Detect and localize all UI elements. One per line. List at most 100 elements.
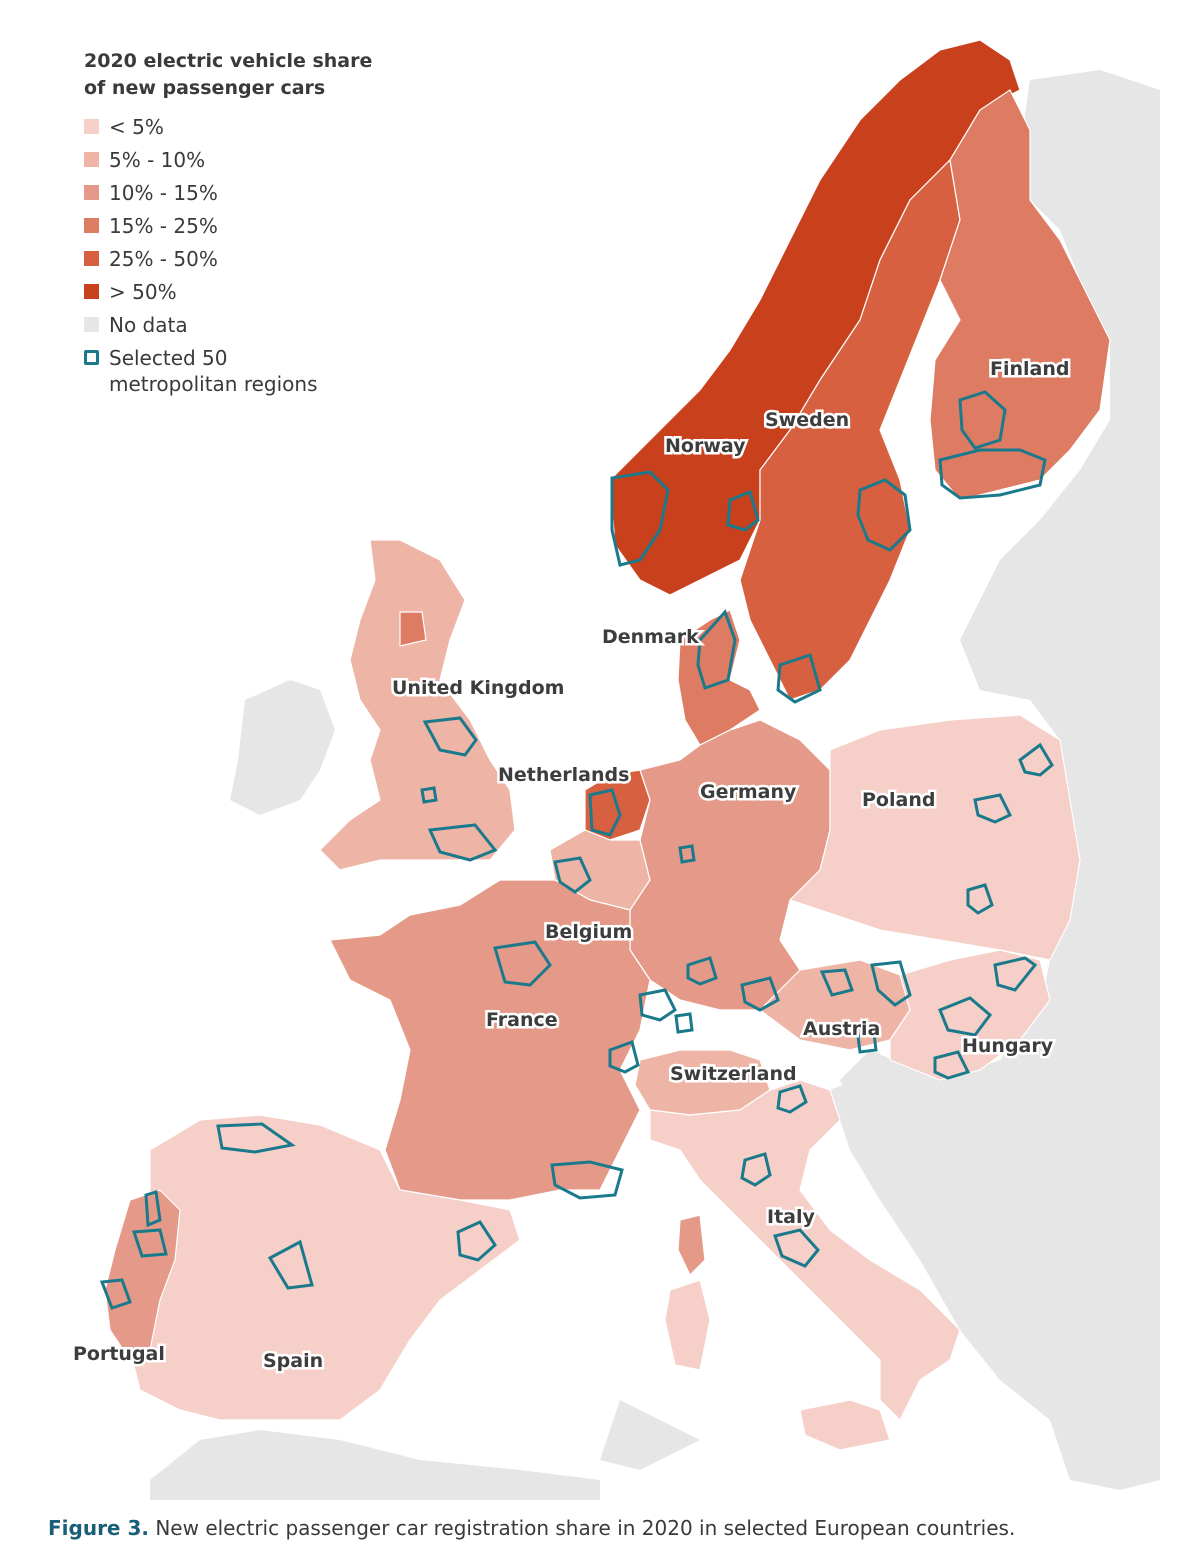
legend-item-lt5: < 5%	[84, 114, 444, 147]
metro-outline-barcelona	[456, 1220, 497, 1262]
country-label-hungary: Hungary	[962, 1035, 1054, 1057]
region-france	[329, 879, 651, 1201]
metro-outline-budapest	[938, 996, 993, 1037]
metro-outline-birmingham	[420, 786, 438, 804]
legend-item-metro-outline: Selected 50 metropolitan regions	[84, 345, 444, 397]
europe-map-svg: Finland Sweden Norway Denmark United Kin…	[71, 40, 1160, 1500]
country-label-italy: Italy	[767, 1206, 815, 1228]
legend-item-no-data: No data	[84, 312, 444, 345]
legend-item-label: 10% - 15%	[109, 181, 218, 205]
figure-caption: Figure 3. New electric passenger car reg…	[48, 1516, 1015, 1540]
metro-outline-lyon	[608, 1040, 640, 1074]
metro-outline-florence	[740, 1152, 772, 1187]
metro-outline-tampere	[958, 390, 1007, 450]
metro-outline-bergen	[610, 470, 670, 567]
legend-swatch	[84, 119, 99, 134]
region-sicily	[799, 1399, 891, 1451]
region-united-kingdom	[319, 539, 516, 871]
metro-outline-amsterdam	[588, 788, 622, 837]
metro-outline-marseille	[550, 1160, 624, 1200]
no-data-north-africa	[150, 1430, 600, 1500]
no-data-ireland	[230, 680, 335, 815]
metro-outline-milan	[776, 1084, 808, 1114]
metro-outline-berlin	[678, 844, 696, 864]
metro-outline-london	[427, 823, 498, 862]
no-data-balkans	[830, 1070, 1120, 1420]
metro-outline-malmo	[776, 653, 822, 704]
country-label-denmark: Denmark	[602, 626, 699, 648]
country-label-finland: Finland	[990, 358, 1069, 380]
legend-item-label: 15% - 25%	[109, 214, 218, 238]
legend-item-label: > 50%	[109, 280, 177, 304]
metro-outlines	[99, 390, 1054, 1310]
metro-outline-vienna	[870, 960, 912, 1007]
legend-swatch	[84, 218, 99, 233]
no-data-corsica-region	[600, 1400, 700, 1470]
region-scotland-highlight	[399, 611, 427, 647]
metro-outline-stuttgart	[674, 1012, 694, 1034]
figure-caption-prefix: Figure 3.	[48, 1516, 149, 1540]
country-label-united-kingdom: United Kingdom	[392, 677, 564, 699]
region-corsica	[677, 1214, 706, 1277]
metro-outline-nuremberg	[686, 956, 718, 986]
legend-swatch	[84, 317, 99, 332]
legend-item-10-15: 10% - 15%	[84, 180, 444, 213]
country-label-netherlands: Netherlands	[498, 764, 629, 786]
legend-item-label: 5% - 10%	[109, 148, 206, 172]
legend-item-25-50: 25% - 50%	[84, 246, 444, 279]
legend-item-label: No data	[109, 313, 188, 337]
legend-outline-swatch	[84, 350, 99, 365]
metro-outline-graz	[856, 1032, 878, 1054]
metro-outline-krakow	[966, 883, 994, 915]
metro-outline-coimbra	[131, 1228, 168, 1258]
country-label-sweden: Sweden	[765, 409, 849, 431]
europe-map: Finland Sweden Norway Denmark United Kin…	[71, 40, 1160, 1500]
legend-swatch	[84, 185, 99, 200]
legend-title: 2020 electric vehicle share of new passe…	[84, 50, 373, 99]
legend-item-5-10: 5% - 10%	[84, 147, 444, 180]
metro-outline-lisbon	[99, 1278, 132, 1310]
metro-outline-manchester	[422, 716, 478, 757]
legend-item-label: 25% - 50%	[109, 247, 218, 271]
region-poland	[788, 714, 1081, 961]
metro-outline-munich	[740, 976, 780, 1012]
metro-outline-szeged	[933, 1050, 971, 1080]
metro-outline-rome	[773, 1228, 820, 1268]
country-label-belgium: Belgium	[545, 921, 632, 943]
metro-outline-warsaw	[973, 793, 1013, 824]
region-hungary	[889, 949, 1051, 1081]
metro-outline-stockholm	[856, 478, 912, 552]
map-legend: 2020 electric vehicle share of new passe…	[84, 48, 444, 397]
metro-outline-porto	[144, 1190, 162, 1228]
metro-outline-oslo	[726, 489, 760, 532]
country-label-germany: Germany	[700, 781, 797, 803]
metro-outline-copenhagen	[696, 609, 737, 690]
metro-outline-warsaw-north	[1018, 742, 1054, 777]
country-label-spain: Spain	[263, 1350, 323, 1372]
figure-caption-text: New electric passenger car registration …	[148, 1516, 1016, 1540]
metro-outline-bilbao	[216, 1122, 296, 1154]
country-label-poland: Poland	[862, 789, 935, 811]
country-label-norway: Norway	[665, 435, 746, 457]
metro-outline-paris	[493, 940, 552, 987]
metro-outline-brussels	[553, 856, 592, 894]
country-labels: Finland Sweden Norway Denmark United Kin…	[71, 356, 1072, 1375]
legend-swatch	[84, 251, 99, 266]
legend-swatch	[84, 152, 99, 167]
metro-outline-madrid	[267, 1239, 314, 1290]
legend-item-gt50: > 50%	[84, 279, 444, 312]
country-label-austria: Austria	[803, 1018, 880, 1040]
legend-swatch	[84, 284, 99, 299]
metro-outline-linz	[819, 968, 854, 997]
legend-item-label: Selected 50 metropolitan regions	[109, 346, 318, 396]
region-germany	[629, 719, 831, 1011]
metro-outline-debrecen	[993, 956, 1038, 992]
legend-item-15-25: 15% - 25%	[84, 213, 444, 246]
metro-outline-helsinki	[938, 448, 1047, 500]
country-label-france: France	[486, 1009, 558, 1031]
region-sardinia	[664, 1279, 711, 1371]
metro-outline-frankfurt	[638, 988, 677, 1022]
country-label-portugal: Portugal	[73, 1343, 165, 1365]
region-italy	[649, 1079, 961, 1422]
region-sweden	[739, 158, 961, 701]
